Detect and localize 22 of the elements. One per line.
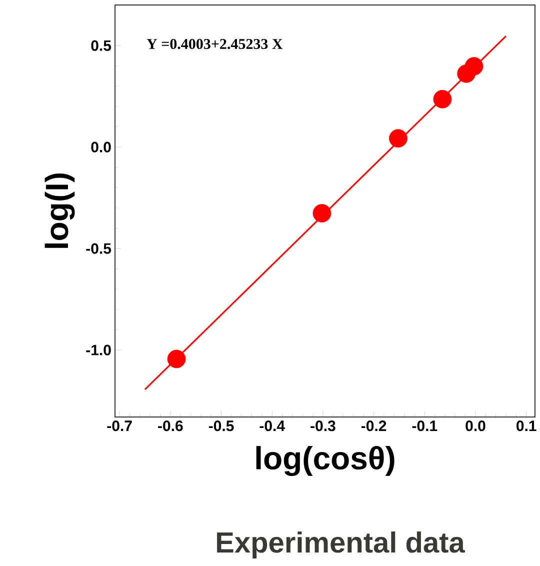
annotation: Y =0.4003+2.45233 X: [146, 38, 283, 50]
point: [433, 90, 452, 108]
x-axis-title: log(cosθ): [256, 446, 394, 476]
x-tick-label: 0.1: [516, 420, 536, 432]
y-tick-label: -1.0: [86, 344, 111, 356]
point: [464, 57, 484, 76]
x-tick-label: 0.0: [466, 420, 486, 432]
y-axis-title: log(I): [44, 173, 75, 248]
point: [167, 350, 186, 368]
x-tick-label: -0.5: [208, 420, 234, 432]
x-tick-label: -0.1: [412, 420, 438, 432]
x-tick-label: -0.4: [260, 420, 285, 432]
point: [388, 129, 408, 148]
x-tick-label: -0.6: [158, 420, 183, 432]
y-tick-label: 0.0: [91, 142, 111, 152]
y-tick-label: -0.5: [86, 243, 111, 254]
y-tick-label: 0.5: [91, 40, 111, 51]
point: [312, 204, 332, 222]
x-tick-label: -0.7: [107, 420, 132, 432]
text: Experimental data: [216, 531, 465, 559]
x-tick-label: -0.2: [361, 420, 386, 432]
x-tick-label: -0.3: [310, 420, 336, 432]
